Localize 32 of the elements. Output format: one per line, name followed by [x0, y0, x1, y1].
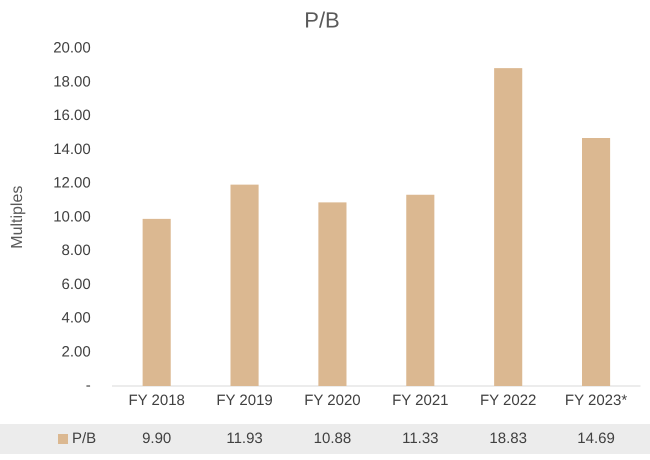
y-tick-label: 20.00 — [53, 40, 91, 57]
y-tick-label: 14.00 — [53, 140, 91, 158]
text: 11.33 — [402, 430, 439, 448]
x-tick-label: FY 2020 — [304, 392, 361, 410]
y-tick-label: 6.00 — [62, 276, 91, 293]
text: 18.83 — [489, 430, 527, 448]
x-tick-label: FY 2022 — [480, 392, 536, 410]
bar — [582, 138, 610, 386]
x-tick-label: FY 2018 — [128, 392, 185, 410]
bar — [406, 194, 434, 386]
bar — [318, 202, 346, 386]
x-tick-label: FY 2023* — [564, 392, 628, 410]
y-tick-label: 2.00 — [62, 343, 91, 360]
text: 11.93 — [226, 430, 263, 448]
bar — [142, 218, 171, 386]
bar — [494, 68, 522, 386]
y-tick-label: 10.00 — [53, 208, 91, 226]
y-tick-label: 18.00 — [53, 73, 91, 90]
y-tick-label: 16.00 — [53, 107, 91, 124]
y-tick-label: 8.00 — [62, 242, 91, 260]
legend-label: P/B — [72, 430, 96, 448]
bar — [230, 184, 259, 386]
y-tick-label: 4.00 — [62, 310, 91, 327]
y-tick-label: 12.00 — [53, 174, 91, 192]
text: 14.69 — [577, 430, 615, 448]
y-axis-title: Multiples — [9, 186, 26, 249]
chart-title: P/B — [304, 7, 340, 32]
text: 9.90 — [142, 430, 172, 448]
y-tick-label: - — [86, 377, 91, 394]
x-tick-label: FY 2019 — [216, 392, 273, 410]
text: 10.88 — [314, 430, 352, 448]
x-tick-label: FY 2021 — [392, 392, 449, 410]
